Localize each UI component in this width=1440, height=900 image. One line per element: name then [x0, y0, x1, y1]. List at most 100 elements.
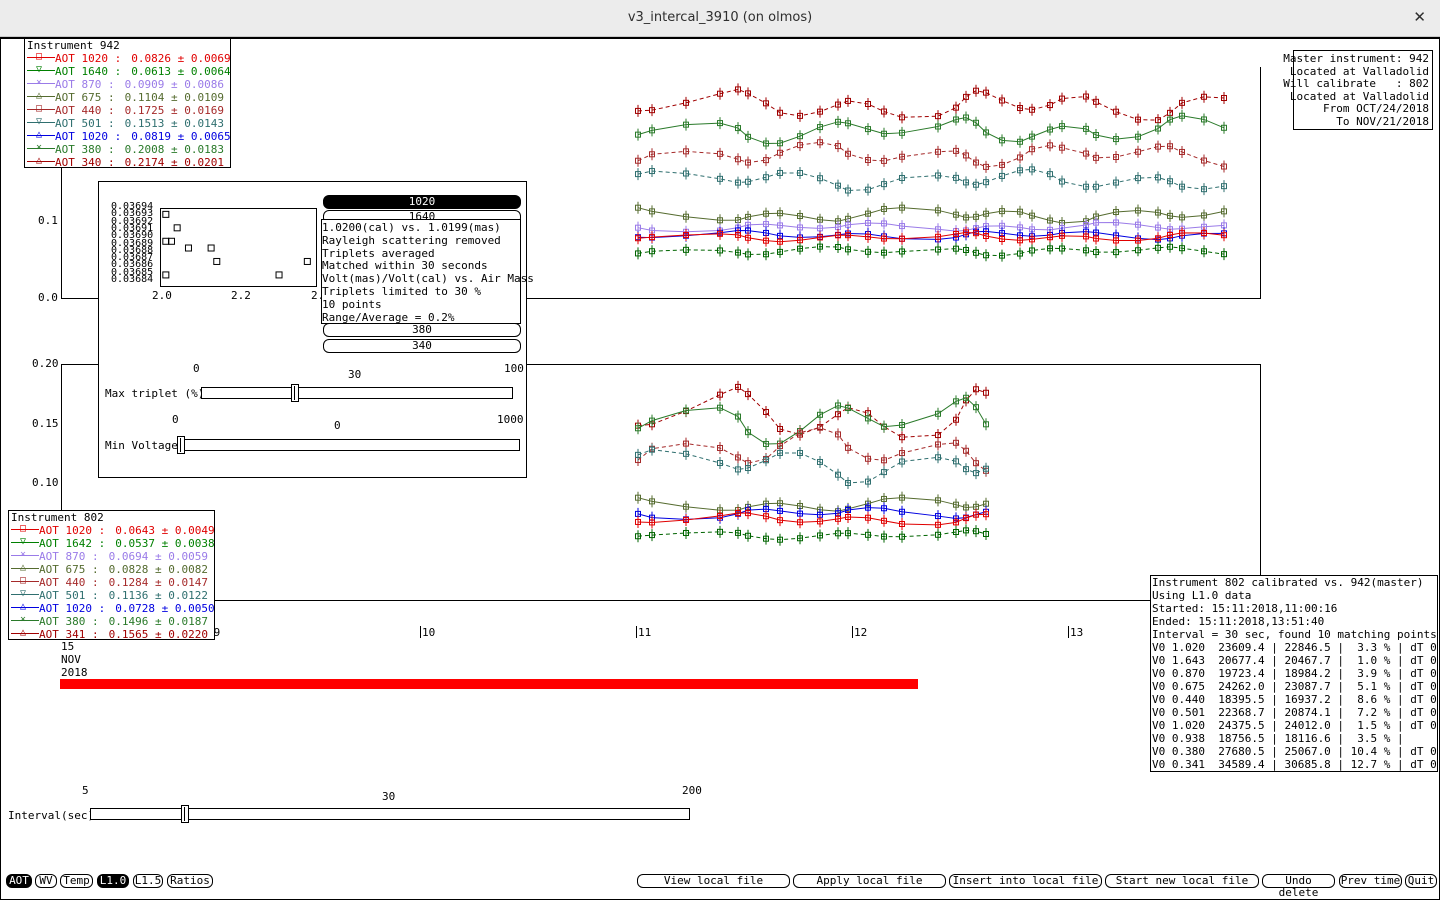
undo-delete-button[interactable]: Undo delete: [1262, 874, 1335, 899]
scatter-ytick: 0.03693: [111, 208, 154, 220]
calibration-line: V0 1.643 20677.4 | 20467.7 | 1.0 % | dT …: [1152, 654, 1440, 667]
series-marker: [1155, 235, 1161, 242]
date-day: 15: [61, 640, 75, 653]
scatter-point: [207, 244, 215, 252]
series-marker: [717, 404, 723, 411]
series-marker: [845, 405, 851, 412]
info-line: Triplets limited to 30 %: [322, 285, 481, 298]
series-marker: ▽: [36, 64, 43, 75]
mode-button-l10[interactable]: L1.0: [97, 874, 129, 888]
series-marker: [1093, 154, 1099, 161]
wavelength-button-380[interactable]: 380: [323, 323, 521, 337]
series-line: [637, 231, 1225, 243]
mode-button-ratios[interactable]: Ratios: [167, 874, 213, 888]
calibration-line: V0 0.870 19723.4 | 18984.2 | 3.9 % | dT …: [1152, 667, 1440, 680]
legend-row: △ AOT 341 : 0.1565 ± 0.0220: [11, 627, 208, 641]
master-info-line: From OCT/24/2018: [1323, 102, 1429, 115]
series-marker: □: [20, 575, 27, 586]
series-marker: [1167, 116, 1173, 123]
series-marker: [683, 503, 689, 510]
interval-slider-handle[interactable]: [181, 805, 190, 823]
series-marker: [635, 533, 641, 540]
series-line: [637, 529, 987, 541]
series-marker: [1167, 178, 1173, 185]
legend-value: 0.1104 ± 0.0109: [124, 91, 224, 104]
close-icon[interactable]: ✕: [1413, 8, 1426, 26]
mode-button-aot[interactable]: AOT: [6, 874, 32, 888]
mode-button-l15[interactable]: L1.5: [133, 874, 163, 888]
series-marker: [999, 252, 1005, 259]
series-marker: [899, 248, 905, 255]
calibration-line: V0 0.675 24262.0 | 23087.7 | 5.1 % | dT …: [1152, 680, 1440, 693]
wavelength-button-340[interactable]: 340: [323, 339, 521, 353]
info-line: 1.0200(cal) vs. 1.0199(mas): [322, 221, 501, 234]
series-marker: [845, 513, 851, 520]
prev-time-button[interactable]: Prev time: [1339, 874, 1402, 888]
series-marker: [683, 529, 689, 536]
interval-slider[interactable]: [90, 808, 690, 820]
series-marker: [777, 425, 783, 432]
scatter-ytick: 0.03689: [111, 237, 154, 249]
series-marker: [1167, 232, 1173, 239]
scatter-point: [173, 224, 181, 232]
series-marker: [745, 510, 751, 517]
view-local-file-button[interactable]: View local file: [637, 874, 790, 888]
calibration-line: Interval = 30 sec, found 10 matching poi…: [1152, 628, 1437, 641]
series-marker: [797, 429, 803, 436]
info-line: Volt(mas)/Volt(cal) vs. Air Mass: [322, 272, 534, 286]
legend-value: 0.2008 ± 0.0183: [124, 143, 224, 156]
series-marker: [717, 528, 723, 535]
series-line: [637, 207, 1225, 224]
series-marker: [1135, 221, 1141, 228]
series-marker: [1135, 237, 1141, 244]
series-marker: [999, 235, 1005, 242]
mode-button-wv[interactable]: WV: [35, 874, 57, 888]
series-marker: [1221, 124, 1227, 131]
series-marker: [763, 100, 769, 107]
insert-into-local-file-button[interactable]: Insert into local file: [949, 874, 1102, 888]
y-tick-label: 0.1: [38, 214, 58, 227]
series-marker: [683, 99, 689, 106]
series-marker: [649, 107, 655, 114]
scatter-ytick: 0.03691: [111, 222, 154, 234]
series-marker: [1155, 125, 1161, 132]
time-tick-label: 13: [1070, 626, 1084, 639]
apply-local-file-button[interactable]: Apply local file: [793, 874, 946, 888]
series-marker: [777, 140, 783, 147]
series-marker: [763, 513, 769, 520]
series-marker: [763, 251, 769, 258]
series-line: [637, 507, 987, 520]
series-marker: [835, 431, 841, 438]
min-voltage-slider-handle[interactable]: [177, 436, 185, 454]
info-line: Rayleigh scattering removed: [322, 233, 501, 247]
series-marker: [717, 217, 723, 224]
wavelength-button-1020[interactable]: 1020: [323, 195, 521, 209]
series-marker: [683, 440, 689, 447]
scatter-xtick-0: 2.0: [152, 289, 172, 302]
scatter-ytick: 0.03690: [111, 230, 154, 242]
series-marker: [1201, 248, 1207, 255]
series-marker: [835, 411, 841, 418]
series-marker: [1047, 245, 1053, 252]
max-triplet-slider-handle[interactable]: [291, 384, 299, 402]
max-triplet-slider[interactable]: [201, 387, 513, 399]
legend-label: AOT 1020 :: [39, 524, 106, 537]
legend-row: × AOT 870 : 0.0909 ± 0.0086: [27, 77, 224, 91]
calibration-line: V0 0.341 34589.4 | 30685.8 | 12.7 % | dT…: [1152, 758, 1440, 771]
series-marker: [1017, 237, 1023, 244]
mode-button-temp[interactable]: Temp: [60, 874, 93, 888]
series-marker: [717, 150, 723, 157]
min-voltage-mid: 0: [334, 419, 341, 432]
series-marker: [1221, 183, 1227, 190]
min-voltage-slider[interactable]: [180, 439, 520, 451]
quit-button[interactable]: Quit: [1405, 874, 1437, 888]
y-tick-label: 0.15: [32, 417, 59, 430]
series-marker: [1017, 250, 1023, 257]
series-marker: [881, 235, 887, 242]
scatter-points: [162, 210, 311, 279]
series-marker: [1083, 93, 1089, 100]
start-new-local-file-button[interactable]: Start new local file: [1105, 874, 1259, 888]
series-marker: [881, 423, 887, 430]
series-marker: [649, 532, 655, 539]
series-marker: [763, 174, 769, 181]
